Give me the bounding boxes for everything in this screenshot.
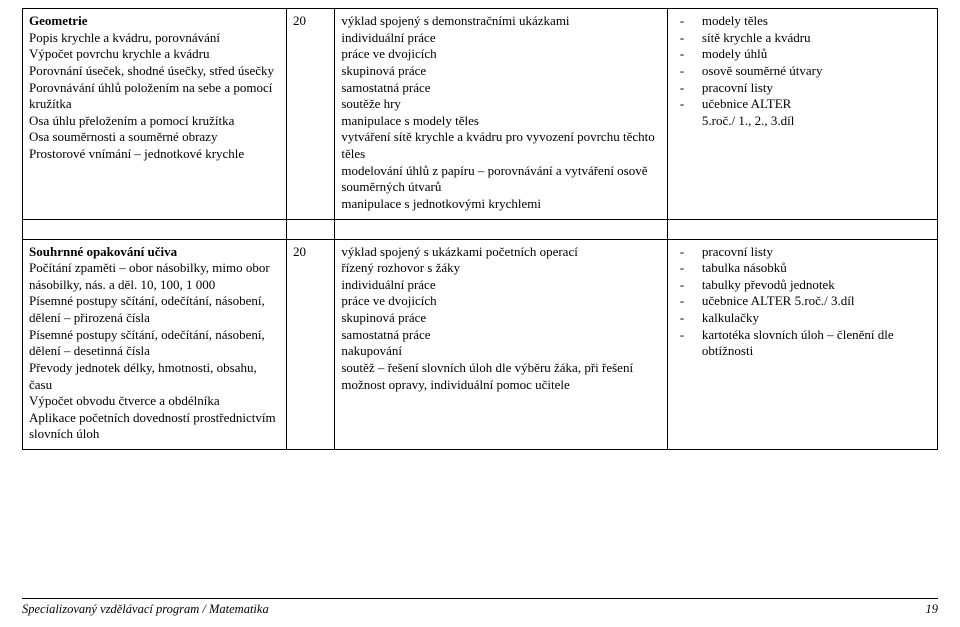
resource-text: učebnice ALTER [702, 96, 791, 111]
resource-text: modely úhlů [702, 46, 767, 61]
list-item: učebnice ALTER 5.roč./ 3.díl [674, 293, 931, 310]
page-footer: Specializovaný vzdělávací program / Mate… [22, 598, 938, 617]
topic-line: Převody jednotek délky, hmotnosti, obsah… [29, 360, 257, 392]
method-line: samostatná práce [341, 327, 430, 342]
list-item: sítě krychle a kvádru [674, 30, 931, 47]
list-item: pracovní listy [674, 244, 931, 261]
topic-line: Výpočet povrchu krychle a kvádru [29, 46, 210, 61]
resource-text: pracovní listy [702, 244, 773, 259]
method-line: práce ve dvojicích [341, 293, 436, 308]
cell-topic: Geometrie Popis krychle a kvádru, porovn… [23, 9, 287, 220]
hours-value: 20 [293, 13, 306, 28]
resource-text: tabulka násobků [702, 260, 787, 275]
resource-text: sítě krychle a kvádru [702, 30, 811, 45]
method-line: výklad spojený s demonstračními ukázkami [341, 13, 569, 28]
resource-text: kartotéka slovních úloh – členění dle ob… [702, 327, 894, 359]
table-row: Souhrnné opakování učiva Počítání zpamět… [23, 239, 938, 450]
method-line: práce ve dvojicích [341, 46, 436, 61]
topic-line: Počítání zpaměti – obor násobilky, mimo … [29, 260, 270, 292]
method-line: nakupování [341, 343, 402, 358]
topic-line: Osa úhlu přeložením a pomocí kružítka [29, 113, 234, 128]
resource-list: pracovní listy tabulka násobků tabulky p… [674, 244, 931, 360]
list-item: osově souměrné útvary [674, 63, 931, 80]
resource-text: pracovní listy [702, 80, 773, 95]
page-body: Geometrie Popis krychle a kvádru, porovn… [0, 0, 960, 450]
cell-hours: 20 [287, 239, 335, 450]
topic-line: Aplikace početních dovedností prostředni… [29, 410, 276, 442]
list-item: modely úhlů [674, 46, 931, 63]
method-line: individuální práce [341, 30, 435, 45]
table-row: Geometrie Popis krychle a kvádru, porovn… [23, 9, 938, 220]
topic-heading: Souhrnné opakování učiva [29, 244, 177, 259]
hours-value: 20 [293, 244, 306, 259]
cell-resources: pracovní listy tabulka násobků tabulky p… [667, 239, 937, 450]
list-item: tabulka násobků [674, 260, 931, 277]
method-line: skupinová práce [341, 63, 426, 78]
list-item: tabulky převodů jednotek [674, 277, 931, 294]
list-item: učebnice ALTER [674, 96, 931, 113]
topic-heading: Geometrie [29, 13, 87, 28]
list-item: kartotéka slovních úloh – členění dle ob… [674, 327, 931, 360]
cell-topic: Souhrnné opakování učiva Počítání zpamět… [23, 239, 287, 450]
method-line: vytváření sítě krychle a kvádru pro vyvo… [341, 129, 654, 161]
cell-hours: 20 [287, 9, 335, 220]
method-line: soutěž – řešení slovních úloh dle výběru… [341, 360, 633, 392]
method-line: individuální práce [341, 277, 435, 292]
topic-line: Porovnávání úhlů položením na sebe a pom… [29, 80, 272, 112]
topic-line: Osa souměrnosti a souměrné obrazy [29, 129, 217, 144]
method-line: výklad spojený s ukázkami početních oper… [341, 244, 577, 259]
cell-resources: modely těles sítě krychle a kvádru model… [667, 9, 937, 220]
list-item: kalkulačky [674, 310, 931, 327]
method-line: modelování úhlů z papíru – porovnávání a… [341, 163, 647, 195]
resource-text: osově souměrné útvary [702, 63, 823, 78]
cell-methods: výklad spojený s ukázkami početních oper… [335, 239, 668, 450]
resource-text: učebnice ALTER 5.roč./ 3.díl [702, 293, 855, 308]
table-gap-row [23, 219, 938, 239]
method-line: manipulace s jednotkovými krychlemi [341, 196, 541, 211]
method-line: soutěže hry [341, 96, 401, 111]
method-line: samostatná práce [341, 80, 430, 95]
footer-text: Specializovaný vzdělávací program / Mate… [22, 602, 269, 617]
topic-line: Popis krychle a kvádru, porovnávání [29, 30, 220, 45]
topic-line: Prostorové vnímání – jednotkové krychle [29, 146, 244, 161]
topic-line: Písemné postupy sčítání, odečítání, náso… [29, 293, 265, 325]
resource-trailing: 5.roč./ 1., 2., 3.díl [674, 113, 931, 130]
resource-list: modely těles sítě krychle a kvádru model… [674, 13, 931, 113]
resource-text: modely těles [702, 13, 768, 28]
topic-line: Porovnání úseček, shodné úsečky, střed ú… [29, 63, 274, 78]
topic-line: Písemné postupy sčítání, odečítání, náso… [29, 327, 265, 359]
list-item: modely těles [674, 13, 931, 30]
resource-text: tabulky převodů jednotek [702, 277, 835, 292]
page-number: 19 [926, 602, 939, 617]
resource-text: kalkulačky [702, 310, 759, 325]
method-line: skupinová práce [341, 310, 426, 325]
curriculum-table: Geometrie Popis krychle a kvádru, porovn… [22, 8, 938, 450]
list-item: pracovní listy [674, 80, 931, 97]
method-line: manipulace s modely těles [341, 113, 479, 128]
cell-methods: výklad spojený s demonstračními ukázkami… [335, 9, 668, 220]
topic-line: Výpočet obvodu čtverce a obdélníka [29, 393, 220, 408]
method-line: řízený rozhovor s žáky [341, 260, 460, 275]
